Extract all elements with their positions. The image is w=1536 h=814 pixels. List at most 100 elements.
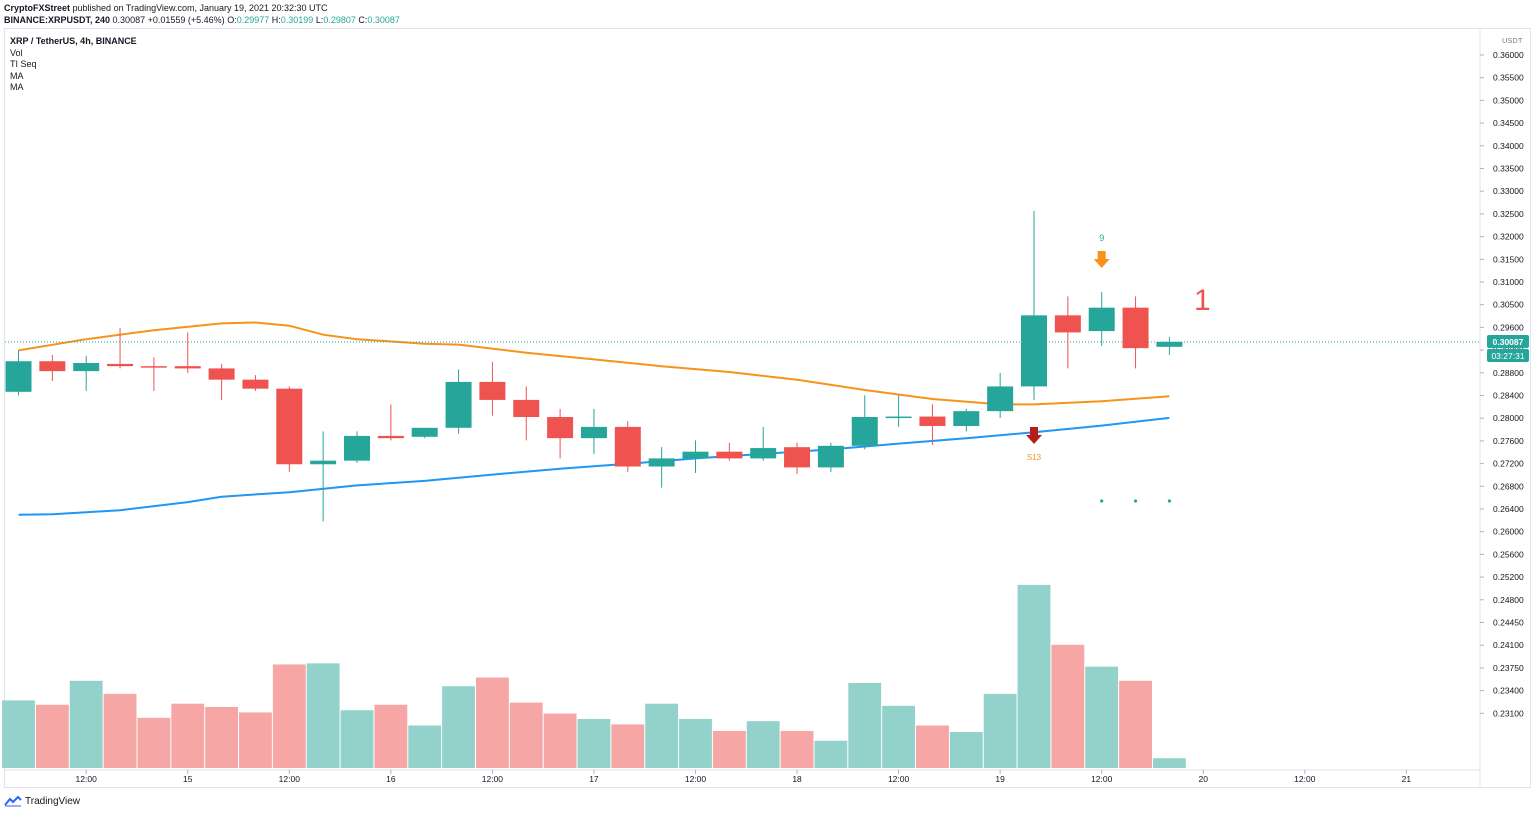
volume-bar — [509, 702, 543, 768]
x-tick-label: 20 — [1199, 774, 1209, 784]
volume-bar — [882, 705, 916, 768]
x-tick-label: 12:00 — [685, 774, 707, 784]
y-tick-label: 0.33500 — [1493, 164, 1524, 174]
y-tick-label: 0.29600 — [1493, 322, 1524, 332]
candle-body — [208, 368, 235, 380]
candle-body — [953, 411, 980, 427]
volume-bar — [949, 732, 983, 768]
y-tick-label: 0.28000 — [1493, 413, 1524, 423]
legend-item-ma-2[interactable]: MA — [10, 82, 24, 92]
volume-bar — [916, 725, 949, 768]
y-tick-label: 0.23750 — [1493, 663, 1524, 673]
volume-bar — [848, 682, 882, 768]
legend-item-ti-seq[interactable]: TI Seq — [10, 59, 37, 69]
published-text: published on TradingView.com, January 19… — [72, 3, 328, 13]
candle-body — [987, 386, 1014, 412]
volume-bar — [2, 700, 35, 768]
low-label: L: — [315, 15, 324, 25]
volume-bar — [35, 704, 69, 768]
price-chart[interactable]: 0.36000 0.35500 0.35000 0.34500 0.34000 0.335… — [0, 0, 1536, 790]
legend-title[interactable]: XRP / TetherUS, 4h, BINANCE — [10, 36, 137, 46]
x-tick-label: 21 — [1402, 774, 1412, 784]
candle-body — [716, 451, 743, 459]
close-value: 0.30087 — [367, 15, 400, 25]
close-label: C: — [358, 15, 368, 25]
ma-line-orange — [18, 321, 1170, 406]
candle-body — [817, 445, 844, 468]
volume-bar — [983, 693, 1017, 768]
candle-body — [479, 381, 506, 400]
y-tick-label: 0.33000 — [1493, 186, 1524, 196]
symbol-ohlc-line: BINANCE:XRPUSDT, 240 0.30087 +0.01559 (+… — [4, 15, 400, 25]
y-tick-label: 0.25200 — [1493, 572, 1524, 582]
volume-bar — [814, 740, 848, 768]
publish-info: CryptoFXStreet published on TradingView.… — [4, 3, 328, 13]
volume-bar — [712, 730, 746, 768]
volume-bar — [1017, 584, 1051, 768]
y-tick-label: 0.25600 — [1493, 549, 1524, 559]
volume-bar — [408, 725, 442, 768]
candle-body — [682, 451, 709, 459]
candle-body — [1054, 315, 1081, 333]
volume-bar — [679, 718, 712, 768]
volume-bar — [611, 724, 645, 768]
candle-body — [1088, 307, 1115, 332]
seq-dot — [1133, 499, 1138, 503]
volume-bar — [340, 710, 374, 768]
candle-body — [547, 417, 574, 439]
volume-bar — [1051, 644, 1085, 768]
candle-body — [919, 416, 946, 427]
candle-body — [242, 379, 269, 389]
y-tick-label: 0.26400 — [1493, 504, 1524, 514]
publisher-name[interactable]: CryptoFXStreet — [4, 3, 71, 13]
candle-body — [513, 399, 540, 418]
y-tick-label: 0.26000 — [1493, 527, 1524, 537]
seq-count-9: 9 — [1099, 233, 1104, 243]
seq-dot — [1167, 499, 1171, 503]
volume-bar — [442, 686, 475, 768]
volume-bar — [137, 717, 171, 768]
volume-bar — [1152, 758, 1186, 768]
last-price-badge-label: 0.30087 — [1493, 337, 1524, 347]
candle-body — [39, 361, 66, 372]
x-tick-label: 12:00 — [482, 774, 504, 784]
price-change: +0.01559 (+5.46%) — [147, 15, 225, 25]
ma-line-blue — [18, 416, 1170, 516]
candle-body — [411, 427, 438, 437]
volume-bar — [543, 713, 577, 768]
candle-body — [5, 361, 32, 392]
seq-dot — [1100, 499, 1104, 503]
candle-body — [1122, 307, 1149, 349]
candle-body — [614, 426, 641, 467]
candle-body — [750, 448, 777, 459]
y-tick-label: 0.23400 — [1493, 686, 1524, 696]
volume-bar — [780, 730, 814, 768]
y-tick-label: 0.34000 — [1493, 141, 1524, 151]
candle-body — [310, 460, 337, 465]
chart-frame[interactable] — [4, 28, 1531, 788]
candle-body — [174, 366, 201, 369]
high-value: 0.30199 — [280, 15, 314, 25]
y-tick-label: 0.28400 — [1493, 391, 1524, 401]
y-tick-label: 0.24100 — [1493, 640, 1524, 650]
y-tick-label: 0.32500 — [1493, 209, 1524, 219]
volume-bar — [1119, 680, 1152, 768]
y-tick-label: 0.26800 — [1493, 481, 1524, 491]
footer-brand[interactable]: TradingView — [4, 795, 80, 807]
candle-body — [784, 447, 811, 468]
volume-bar — [577, 718, 611, 768]
volume-bar — [1085, 666, 1119, 768]
candle-body — [851, 417, 878, 446]
candle-body — [140, 366, 167, 368]
low-value: 0.29807 — [323, 15, 356, 25]
y-tick-label: 0.34500 — [1493, 118, 1524, 128]
legend-item-volume[interactable]: Vol — [10, 47, 23, 58]
candle-body — [344, 435, 370, 461]
x-tick-label: 12:00 — [279, 774, 301, 784]
volume-bar — [374, 704, 408, 768]
open-label: O: — [227, 15, 237, 25]
volume-bar — [239, 712, 272, 768]
candle-body — [885, 416, 912, 419]
legend-item-ma-1[interactable]: MA — [10, 70, 24, 81]
footer-brand-label: TradingView — [25, 795, 81, 807]
